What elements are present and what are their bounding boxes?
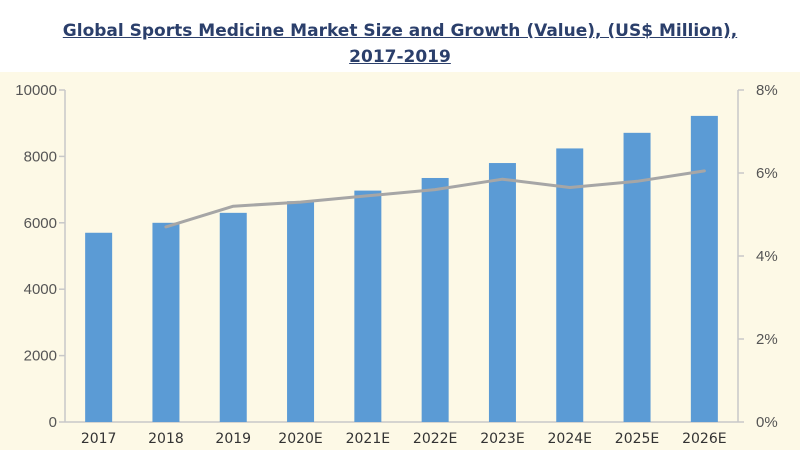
bar <box>690 115 718 422</box>
chart-title-line-1: Global Sports Medicine Market Size and G… <box>62 21 738 41</box>
right-tick-label: 4% <box>756 248 778 265</box>
x-tick-label: 2026E <box>682 431 726 447</box>
x-tick-label: 2024E <box>548 431 592 447</box>
bar <box>354 190 382 422</box>
bar <box>85 232 113 422</box>
growth-line <box>164 169 706 229</box>
chart-panel <box>0 72 800 450</box>
right-tick-label: 6% <box>756 165 778 182</box>
left-tick-label: 10000 <box>15 82 57 99</box>
x-tick-label: 2020E <box>278 431 322 447</box>
x-tick-label: 2022E <box>413 431 457 447</box>
x-tick-label: 2017 <box>81 431 117 447</box>
x-tick-label: 2021E <box>346 431 390 447</box>
right-tick-label: 0% <box>756 414 778 431</box>
right-tick-label: 8% <box>756 82 778 99</box>
x-tick-label: 2018 <box>148 431 184 447</box>
bar <box>287 201 315 422</box>
left-tick-label: 8000 <box>24 148 57 165</box>
bar <box>488 163 516 423</box>
chart-title-line-2: 2017-2019 <box>349 47 451 67</box>
chart-title: Global Sports Medicine Market Size and G… <box>0 18 800 70</box>
bar <box>421 177 449 422</box>
x-tick-label: 2025E <box>615 431 659 447</box>
bar <box>219 212 247 422</box>
left-tick-label: 0 <box>49 414 57 431</box>
bar <box>556 148 584 422</box>
left-tick-label: 6000 <box>24 215 57 232</box>
x-tick-label: 2023E <box>480 431 524 447</box>
left-tick-label: 2000 <box>24 348 57 365</box>
x-tick-label: 2019 <box>215 431 251 447</box>
left-tick-label: 4000 <box>24 281 57 298</box>
bar <box>623 132 651 422</box>
bar <box>152 222 180 422</box>
right-tick-label: 2% <box>756 331 778 348</box>
